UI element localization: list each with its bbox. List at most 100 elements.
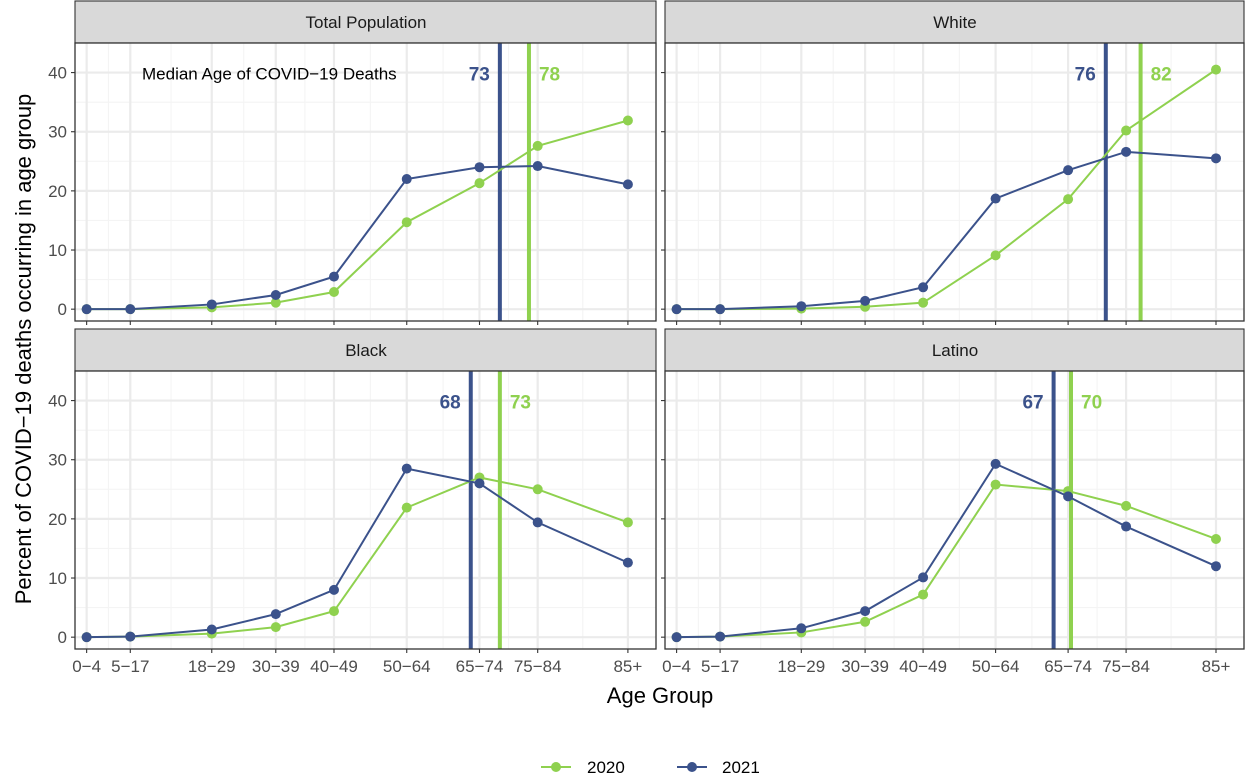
data-point-2021 bbox=[671, 304, 682, 315]
data-point-2021 bbox=[715, 304, 726, 315]
data-point-2021 bbox=[532, 161, 543, 172]
data-point-2021 bbox=[125, 304, 136, 315]
panel-title-black: Black bbox=[345, 341, 387, 360]
data-point-2020 bbox=[622, 115, 633, 126]
data-point-2021 bbox=[796, 301, 807, 312]
x-tick-label: 40−49 bbox=[310, 657, 358, 676]
legend-label-2021: 2021 bbox=[722, 758, 760, 777]
data-point-2021 bbox=[1211, 561, 1221, 572]
data-point-2021 bbox=[671, 632, 682, 643]
median-label-2020: 82 bbox=[1151, 65, 1172, 86]
panel-total-population: Total Population 0 10 20 30 40 73 78 Median Age … bbox=[48, 0, 657, 325]
data-point-2021 bbox=[1063, 491, 1074, 502]
data-point-2020 bbox=[990, 250, 1001, 261]
y-tick-label: 20 bbox=[48, 510, 67, 529]
data-point-2020 bbox=[1211, 533, 1221, 544]
x-tick-label: 5−17 bbox=[701, 657, 739, 676]
data-point-2021 bbox=[270, 289, 281, 300]
x-tick-label: 75−84 bbox=[514, 657, 562, 676]
data-point-2021 bbox=[474, 478, 485, 489]
panel-plot-area-white bbox=[665, 43, 1244, 321]
panel-plot-area-total-population bbox=[75, 43, 656, 321]
y-tick-label: 0 bbox=[58, 628, 67, 647]
data-point-2021 bbox=[860, 295, 871, 306]
panel-white: White 76 82 bbox=[661, 0, 1245, 325]
panel-plot-area-black bbox=[75, 371, 656, 649]
median-annotation: Median Age of COVID−19 Deaths bbox=[142, 65, 397, 84]
x-tick-label: 18−29 bbox=[777, 657, 825, 676]
x-tick-label: 30−39 bbox=[841, 657, 889, 676]
data-point-2021 bbox=[270, 609, 281, 620]
data-point-2021 bbox=[532, 517, 543, 528]
x-tick-label: 50−64 bbox=[972, 657, 1020, 676]
data-point-2020 bbox=[474, 178, 485, 189]
x-tick-label: 0−4 bbox=[72, 657, 101, 676]
x-tick-label: 18−29 bbox=[188, 657, 236, 676]
data-point-2020 bbox=[328, 606, 339, 617]
data-point-2021 bbox=[1121, 521, 1132, 532]
data-point-2020 bbox=[1063, 194, 1074, 205]
data-point-2021 bbox=[1211, 153, 1221, 164]
panel-strip-white bbox=[664, 0, 1245, 44]
panels-layer: Total Population 0 10 20 30 40 73 78 Median Age … bbox=[48, 0, 1245, 676]
x-tick-label: 85+ bbox=[1202, 657, 1231, 676]
data-point-2021 bbox=[622, 179, 633, 190]
data-point-2021 bbox=[715, 631, 726, 642]
y-tick-label: 20 bbox=[48, 182, 67, 201]
x-tick-label: 65−74 bbox=[1044, 657, 1092, 676]
data-point-2021 bbox=[401, 174, 412, 185]
panel-title-total-population: Total Population bbox=[306, 13, 427, 32]
data-point-2020 bbox=[990, 479, 1001, 490]
legend: 2020 2021 bbox=[541, 758, 760, 777]
data-point-2021 bbox=[990, 193, 1001, 204]
data-point-2021 bbox=[1121, 146, 1132, 157]
median-label-2021: 73 bbox=[469, 65, 490, 86]
median-label-2020: 73 bbox=[510, 393, 531, 414]
data-point-2021 bbox=[328, 271, 339, 282]
panel-black: Black 0 10 20 30 40 0−4 5−17 18−29 30−39 40−49 50−6… bbox=[48, 328, 657, 676]
data-point-2021 bbox=[796, 623, 807, 634]
data-point-2020 bbox=[270, 297, 281, 308]
data-point-2021 bbox=[328, 584, 339, 595]
x-tick-label: 85+ bbox=[613, 657, 642, 676]
data-point-2021 bbox=[125, 631, 136, 642]
panel-border bbox=[664, 370, 1245, 650]
data-point-2021 bbox=[1063, 165, 1074, 176]
median-label-2021: 67 bbox=[1022, 393, 1043, 414]
data-point-2021 bbox=[206, 299, 217, 310]
data-point-2020 bbox=[401, 217, 412, 228]
x-tick-label: 50−64 bbox=[383, 657, 431, 676]
data-point-2021 bbox=[81, 304, 92, 315]
y-tick-label: 10 bbox=[48, 241, 67, 260]
panel-title-white: White bbox=[933, 13, 976, 32]
data-point-2020 bbox=[622, 517, 633, 528]
data-point-2021 bbox=[474, 162, 485, 173]
data-point-2021 bbox=[990, 458, 1001, 469]
median-label-2020: 78 bbox=[539, 65, 560, 86]
x-tick-label: 40−49 bbox=[899, 657, 947, 676]
data-point-2021 bbox=[81, 632, 92, 643]
data-point-2020 bbox=[1121, 500, 1132, 511]
data-point-2020 bbox=[401, 502, 412, 513]
panel-border bbox=[74, 370, 657, 650]
x-tick-label: 30−39 bbox=[252, 657, 300, 676]
data-point-2020 bbox=[918, 589, 929, 600]
panel-border bbox=[664, 42, 1245, 322]
x-axis-title: Age Group bbox=[607, 683, 713, 708]
data-point-2020 bbox=[532, 484, 543, 495]
data-point-2021 bbox=[918, 282, 929, 293]
data-point-2020 bbox=[860, 616, 871, 627]
x-tick-label: 75−84 bbox=[1102, 657, 1150, 676]
data-point-2020 bbox=[532, 140, 543, 151]
median-label-2021: 76 bbox=[1075, 65, 1096, 86]
y-tick-label: 40 bbox=[48, 392, 67, 411]
x-tick-label: 65−74 bbox=[456, 657, 504, 676]
panel-plot-area-latino bbox=[665, 371, 1244, 649]
y-tick-label: 10 bbox=[48, 569, 67, 588]
y-tick-label: 0 bbox=[58, 300, 67, 319]
data-point-2021 bbox=[622, 557, 633, 568]
panel-strip-black bbox=[74, 328, 657, 372]
data-point-2020 bbox=[1121, 125, 1132, 136]
